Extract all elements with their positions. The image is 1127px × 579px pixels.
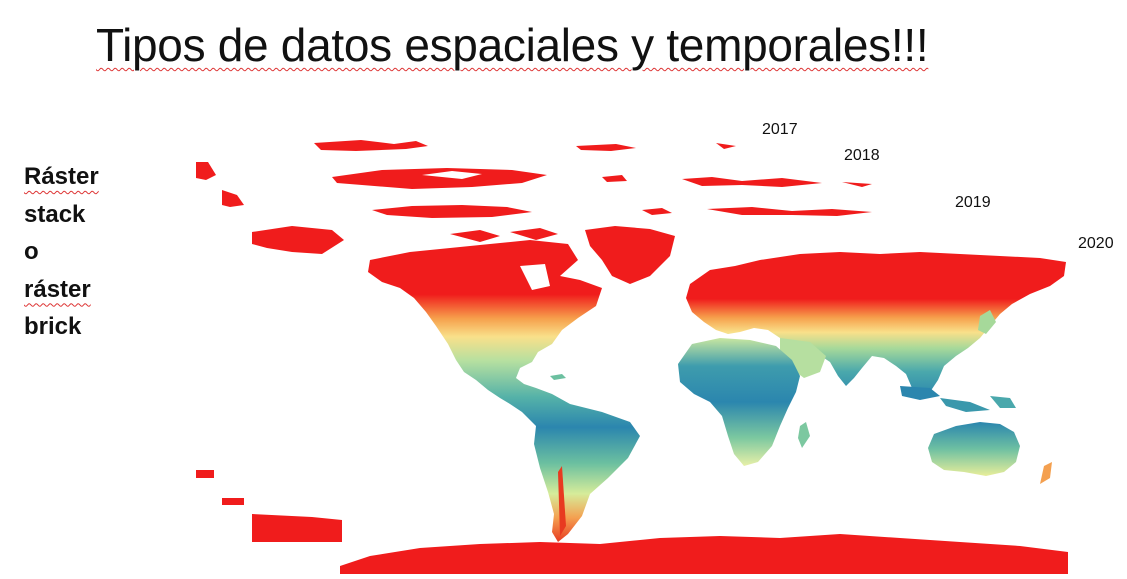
label-line-1: Ráster [24,163,99,190]
year-label-2020: 2020 [1078,235,1114,252]
raster-layer-2017 [196,140,756,485]
slide-title-text: Tipos de datos espaciales y temporales!!… [96,19,929,71]
label-line-3: o [24,238,39,265]
raster-stack-label: Ráster stack o ráster brick [24,158,99,346]
raster-layer-2020 [340,226,1068,574]
americas-shape [368,240,640,542]
australia-shape [928,422,1020,476]
year-label-2019: 2019 [955,194,991,211]
antarctica-shape [340,534,1068,574]
raster-layer-2019 [252,202,952,547]
year-label-2018: 2018 [844,147,880,164]
label-line-5: brick [24,313,82,340]
label-line-4: ráster [24,275,91,303]
eurasia-shape [686,252,1066,398]
greenland-shape [585,226,675,284]
year-label-2017: 2017 [762,121,798,138]
africa-shape [678,338,800,466]
slide-title: Tipos de datos espaciales y temporales!!… [96,18,929,72]
raster-layer-2018 [222,165,902,510]
label-line-2: stack [24,200,86,228]
